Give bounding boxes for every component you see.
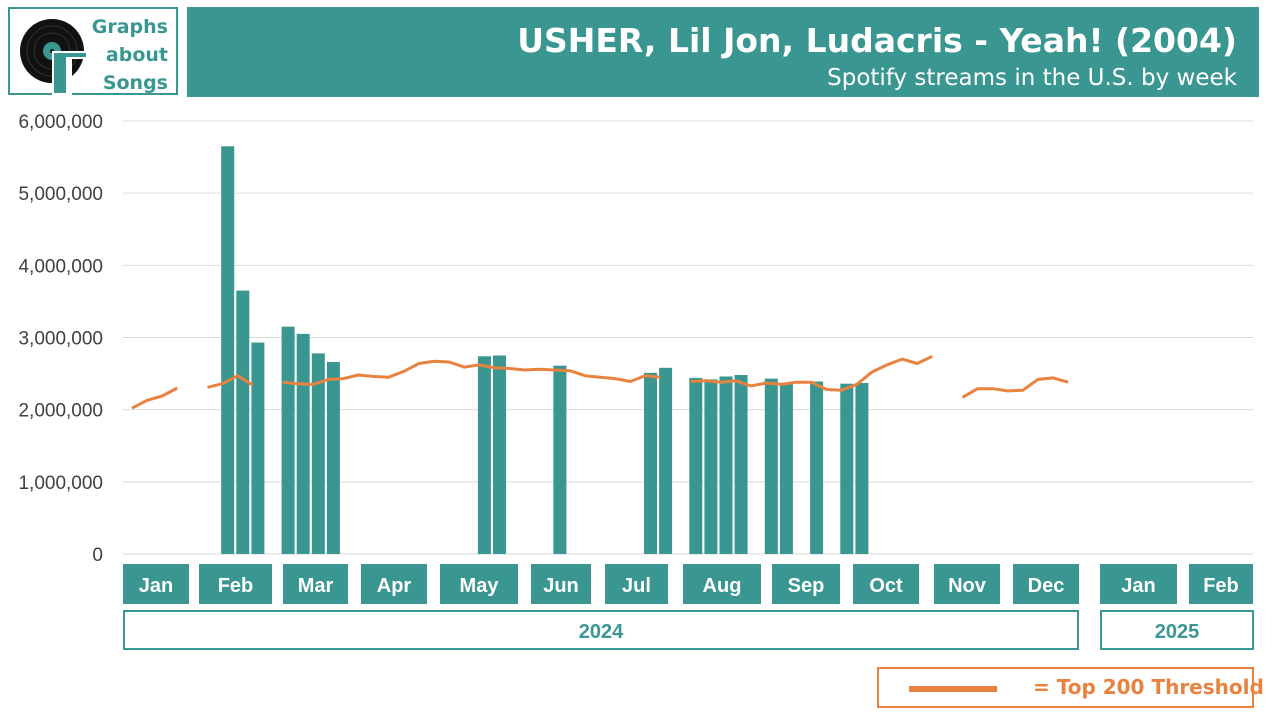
month-axis-box xyxy=(1100,564,1177,604)
y-tick-label: 3,000,000 xyxy=(18,329,103,350)
legend: = Top 200 Threshold xyxy=(877,667,1264,708)
stream-bar xyxy=(644,372,657,554)
y-tick-label: 5,000,000 xyxy=(18,184,103,205)
month-label: Aug xyxy=(703,575,742,597)
month-label: Apr xyxy=(377,575,412,597)
logo-line: about xyxy=(105,44,168,66)
stream-bar xyxy=(477,356,491,554)
stream-bar xyxy=(493,355,506,554)
month-label: Jun xyxy=(543,575,579,597)
stream-bar xyxy=(855,382,869,554)
legend-threshold-swatch xyxy=(909,686,997,692)
vinyl-record-icon xyxy=(20,19,88,95)
month-axis-box xyxy=(605,564,668,604)
stream-bar xyxy=(553,365,567,554)
month-label: May xyxy=(460,575,500,597)
stream-bar xyxy=(734,375,748,554)
month-axis-box xyxy=(123,564,189,604)
logo-line: Songs xyxy=(102,72,168,94)
month-label: Dec xyxy=(1028,575,1065,597)
stream-bar xyxy=(764,378,778,554)
month-label: Jan xyxy=(139,575,173,597)
y-tick-label: 2,000,000 xyxy=(18,401,103,422)
chart-title: USHER, Lil Jon, Ludacris - Yeah! (2004) xyxy=(517,21,1237,60)
y-tick-label: 0 xyxy=(92,545,103,566)
year-axis-box xyxy=(123,610,1079,650)
y-tick-label: 4,000,000 xyxy=(18,256,103,277)
year-label: 2024 xyxy=(579,621,624,643)
stream-bar xyxy=(689,377,703,554)
top200-threshold-line xyxy=(131,354,1069,410)
month-label: Jan xyxy=(1121,575,1155,597)
month-label: Sep xyxy=(788,575,825,597)
stream-bar xyxy=(221,146,235,554)
stream-bar xyxy=(281,326,295,554)
month-axis-box xyxy=(683,564,761,604)
year-label: 2025 xyxy=(1155,621,1200,643)
month-label: Oct xyxy=(869,575,903,597)
stream-bar xyxy=(659,367,673,554)
month-label: Nov xyxy=(948,575,987,597)
stream-bar xyxy=(296,333,310,554)
logo: Graphs about Songs xyxy=(8,7,178,95)
month-axis-box xyxy=(772,564,840,604)
chart-subtitle: Spotify streams in the U.S. by week xyxy=(827,65,1237,91)
month-axis-box xyxy=(853,564,919,604)
stream-bar xyxy=(311,353,325,554)
month-label: Mar xyxy=(298,575,334,597)
month-axis-box xyxy=(283,564,348,604)
month-axis-box xyxy=(440,564,518,604)
stream-bar xyxy=(236,290,250,554)
y-tick-label: 6,000,000 xyxy=(18,112,103,133)
stream-bar xyxy=(779,383,793,554)
chart-canvas: 0 1,000,000 2,000,000 3,000,000 4,000,000 5,0… xyxy=(18,112,1254,650)
month-axis-box xyxy=(531,564,591,604)
month-axis-box xyxy=(199,564,272,604)
stream-bar xyxy=(251,342,265,554)
header-banner: USHER, Lil Jon, Ludacris - Yeah! (2004) … xyxy=(187,7,1259,97)
month-label: Feb xyxy=(1203,575,1239,597)
stream-bar xyxy=(719,376,733,554)
stream-bar xyxy=(810,381,824,554)
logo-line: Graphs xyxy=(91,16,168,38)
month-label: Jul xyxy=(622,575,651,597)
legend-label: = Top 200 Threshold xyxy=(1033,675,1264,699)
stream-bar xyxy=(326,362,340,554)
month-axis-box xyxy=(934,564,1000,604)
stream-bar xyxy=(840,383,854,554)
month-axis-box xyxy=(1189,564,1253,604)
stream-bar xyxy=(704,379,718,554)
month-axis-box xyxy=(1013,564,1079,604)
month-axis-box xyxy=(361,564,427,604)
year-axis-box xyxy=(1100,610,1254,650)
y-tick-label: 1,000,000 xyxy=(18,473,103,494)
month-label: Feb xyxy=(218,575,254,597)
